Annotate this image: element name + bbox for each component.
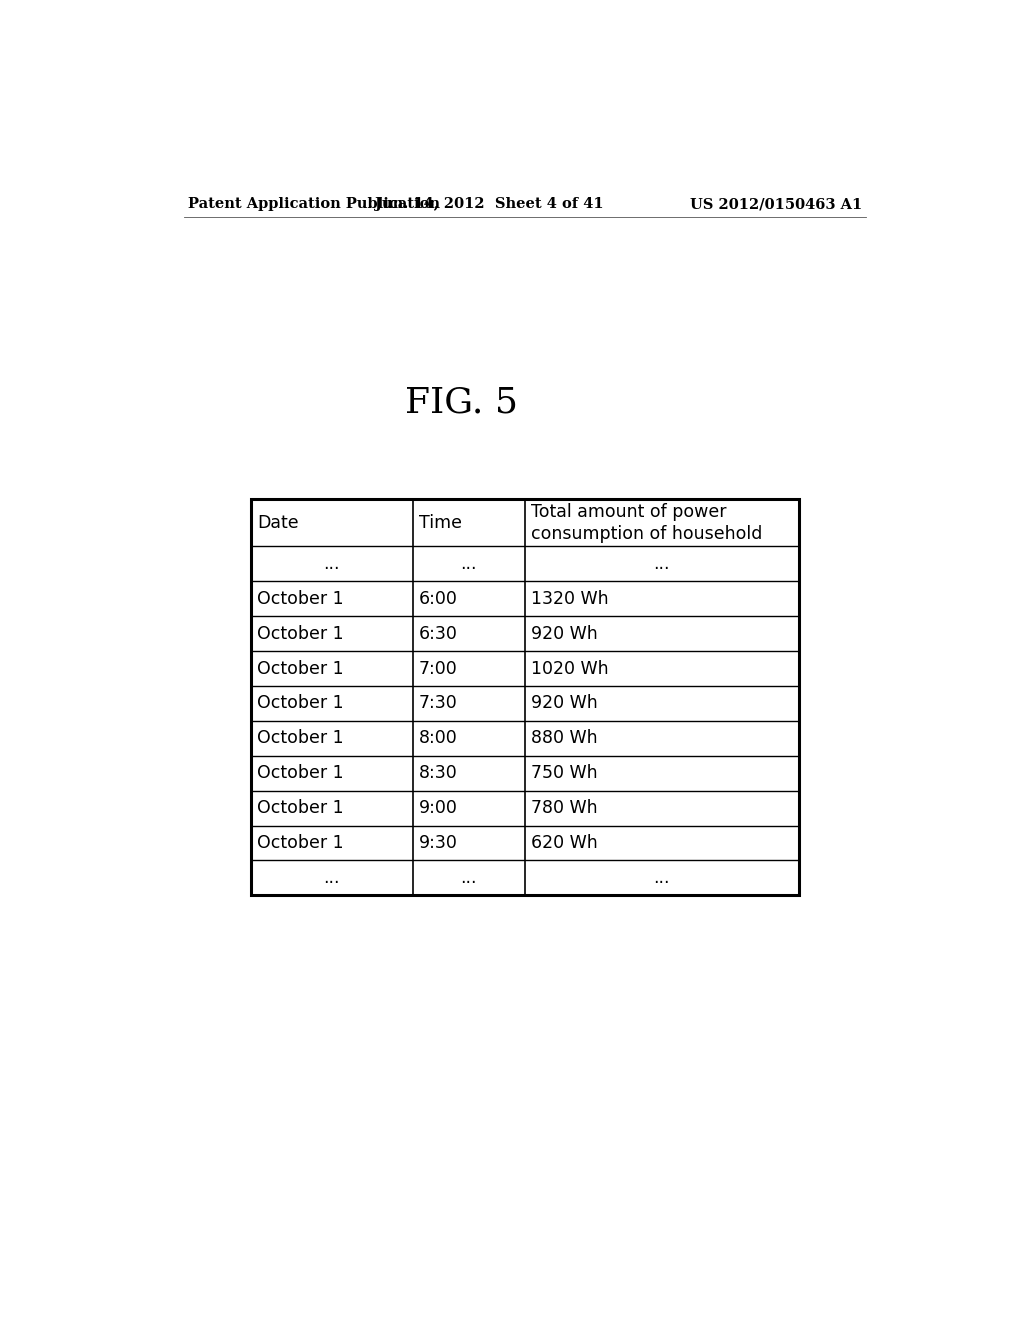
Bar <box>251 499 799 895</box>
Text: October 1: October 1 <box>257 660 344 677</box>
Text: ...: ... <box>461 554 477 573</box>
Text: 750 Wh: 750 Wh <box>531 764 598 783</box>
Text: 920 Wh: 920 Wh <box>531 624 598 643</box>
Text: 6:00: 6:00 <box>419 590 458 607</box>
Text: ...: ... <box>324 554 340 573</box>
Text: Total amount of power
consumption of household: Total amount of power consumption of hou… <box>531 503 763 543</box>
Text: 1320 Wh: 1320 Wh <box>531 590 609 607</box>
Text: 9:00: 9:00 <box>419 799 458 817</box>
Text: 920 Wh: 920 Wh <box>531 694 598 713</box>
Text: 8:30: 8:30 <box>419 764 458 783</box>
Text: 9:30: 9:30 <box>419 834 458 851</box>
Text: 620 Wh: 620 Wh <box>531 834 598 851</box>
Text: ...: ... <box>653 869 670 887</box>
Text: 8:00: 8:00 <box>419 730 458 747</box>
Text: ...: ... <box>324 869 340 887</box>
Text: October 1: October 1 <box>257 590 344 607</box>
Text: 7:30: 7:30 <box>419 694 458 713</box>
Text: October 1: October 1 <box>257 694 344 713</box>
Text: October 1: October 1 <box>257 730 344 747</box>
Text: October 1: October 1 <box>257 624 344 643</box>
Text: 880 Wh: 880 Wh <box>531 730 598 747</box>
Text: Patent Application Publication: Patent Application Publication <box>187 197 439 211</box>
Text: FIG. 5: FIG. 5 <box>404 385 518 420</box>
Text: October 1: October 1 <box>257 764 344 783</box>
Text: 7:00: 7:00 <box>419 660 458 677</box>
Text: October 1: October 1 <box>257 834 344 851</box>
Text: Date: Date <box>257 513 299 532</box>
Text: ...: ... <box>653 554 670 573</box>
Text: Time: Time <box>419 513 462 532</box>
Text: 6:30: 6:30 <box>419 624 458 643</box>
Text: 1020 Wh: 1020 Wh <box>531 660 609 677</box>
Text: 780 Wh: 780 Wh <box>531 799 598 817</box>
Text: Jun. 14, 2012  Sheet 4 of 41: Jun. 14, 2012 Sheet 4 of 41 <box>375 197 603 211</box>
Text: ...: ... <box>461 869 477 887</box>
Text: US 2012/0150463 A1: US 2012/0150463 A1 <box>690 197 862 211</box>
Text: October 1: October 1 <box>257 799 344 817</box>
